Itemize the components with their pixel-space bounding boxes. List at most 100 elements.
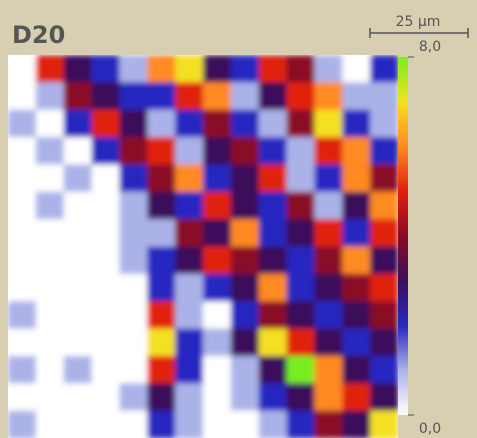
heatmap-cell <box>147 82 176 111</box>
heatmap-cell <box>342 137 371 165</box>
header <box>0 0 477 50</box>
heatmap-cell <box>203 301 232 330</box>
heatmap-cell <box>314 137 343 165</box>
heatmap-cell <box>286 137 315 165</box>
heatmap-cell <box>230 328 260 357</box>
heatmap-cell <box>35 191 65 220</box>
heatmap-cell <box>35 355 65 384</box>
heatmap-cell <box>63 164 93 193</box>
heatmap-cell <box>342 301 371 330</box>
heatmap-cell <box>230 219 260 247</box>
heatmap-cell <box>175 410 204 438</box>
heatmap-cell <box>203 246 232 275</box>
heatmap-cell <box>314 191 343 220</box>
heatmap-cell <box>342 410 371 438</box>
heatmap-cell <box>258 137 288 165</box>
heatmap-cell <box>203 410 232 438</box>
heatmap-cell <box>258 82 288 111</box>
heatmap-cell <box>91 273 120 302</box>
heatmap-cell <box>314 164 343 193</box>
heatmap-cell <box>175 82 204 111</box>
heatmap-cell <box>258 273 288 302</box>
heatmap-cell <box>175 55 204 83</box>
heatmap-cell <box>35 137 65 165</box>
heatmap-cell <box>63 109 93 138</box>
heatmap-cell <box>147 109 176 138</box>
heatmap-cell <box>63 383 93 412</box>
heatmap-cell <box>175 383 204 412</box>
colorbar <box>398 57 408 415</box>
heatmap-cell <box>203 219 232 247</box>
heatmap-cell <box>258 246 288 275</box>
heatmap-cell <box>286 219 315 247</box>
heatmap-cell <box>147 355 176 384</box>
heatmap-cell <box>230 109 260 138</box>
heatmap <box>8 55 398 438</box>
heatmap-cell <box>91 410 120 438</box>
heatmap-cell <box>35 55 65 83</box>
heatmap-cell <box>314 383 343 412</box>
heatmap-cell <box>119 82 148 111</box>
heatmap-cell <box>91 55 120 83</box>
heatmap-cell <box>119 383 148 412</box>
heatmap-cell <box>35 383 65 412</box>
heatmap-cell <box>203 328 232 357</box>
heatmap-cell <box>314 55 343 83</box>
heatmap-cell <box>314 301 343 330</box>
heatmap-cell <box>203 109 232 138</box>
heatmap-cell <box>286 383 315 412</box>
heatmap-cell <box>286 328 315 357</box>
heatmap-cell <box>203 191 232 220</box>
heatmap-cell <box>8 164 37 193</box>
heatmap-cell <box>119 355 148 384</box>
heatmap-cell <box>203 355 232 384</box>
heatmap-cell <box>91 82 120 111</box>
heatmap-cell <box>8 137 37 165</box>
heatmap-cell <box>63 137 93 165</box>
heatmap-cell <box>286 164 315 193</box>
heatmap-cell <box>63 246 93 275</box>
heatmap-cell <box>35 273 65 302</box>
heatmap-cell <box>35 301 65 330</box>
heatmap-cell <box>370 410 398 438</box>
heatmap-cell <box>203 273 232 302</box>
heatmap-cell <box>119 137 148 165</box>
heatmap-cell <box>63 301 93 330</box>
scale-bar-label: 25 µm <box>396 14 441 30</box>
heatmap-cell <box>119 301 148 330</box>
heatmap-cell <box>91 137 120 165</box>
heatmap-cell <box>370 328 398 357</box>
heatmap-cell <box>230 355 260 384</box>
heatmap-cell <box>342 82 371 111</box>
heatmap-cell <box>147 383 176 412</box>
heatmap-cell <box>203 137 232 165</box>
heatmap-cell <box>35 410 65 438</box>
heatmap-cell <box>8 246 37 275</box>
heatmap-cell <box>175 164 204 193</box>
heatmap-cell <box>91 246 120 275</box>
heatmap-cell <box>119 164 148 193</box>
heatmap-cell <box>314 219 343 247</box>
heatmap-cell <box>63 410 93 438</box>
heatmap-cell <box>342 383 371 412</box>
colorbar-tick-label: 8,0 <box>419 39 441 55</box>
heatmap-cell <box>258 328 288 357</box>
heatmap-cell <box>147 301 176 330</box>
heatmap-cell <box>63 191 93 220</box>
heatmap-cell <box>8 301 37 330</box>
heatmap-cell <box>286 355 315 384</box>
heatmap-cell <box>8 273 37 302</box>
heatmap-cell <box>230 55 260 83</box>
heatmap-cell <box>35 164 65 193</box>
heatmap-cell <box>91 219 120 247</box>
heatmap-cell <box>91 109 120 138</box>
heatmap-cell <box>175 273 204 302</box>
heatmap-cell <box>258 109 288 138</box>
heatmap-cell <box>91 383 120 412</box>
heatmap-cell <box>286 82 315 111</box>
heatmap-cell <box>258 355 288 384</box>
heatmap-cell <box>370 109 398 138</box>
heatmap-cell <box>119 328 148 357</box>
heatmap-cell <box>8 109 37 138</box>
heatmap-cell <box>230 137 260 165</box>
